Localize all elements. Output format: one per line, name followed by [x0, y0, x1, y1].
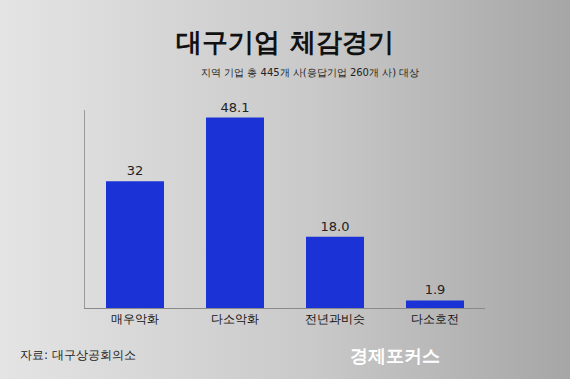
svg-text:1.9: 1.9	[425, 282, 446, 297]
svg-text:지역 기업 총 445개 사(응답기업 260개 사) 대상: 지역 기업 총 445개 사(응답기업 260개 사) 대상	[201, 67, 419, 78]
svg-text:다소호전: 다소호전	[411, 312, 459, 326]
svg-text:32: 32	[127, 163, 144, 178]
svg-text:48.1: 48.1	[221, 100, 250, 115]
svg-text:대구기업 체감경기: 대구기업 체감경기	[176, 27, 393, 57]
svg-text:경제포커스: 경제포커스	[350, 345, 440, 366]
svg-text:매우악화: 매우악화	[111, 312, 159, 326]
svg-text:18.0: 18.0	[321, 219, 350, 234]
svg-text:전년과비슷: 전년과비슷	[305, 312, 365, 326]
svg-text:자료: 대구상공회의소: 자료: 대구상공회의소	[20, 348, 136, 362]
svg-text:다소악화: 다소악화	[211, 312, 259, 326]
